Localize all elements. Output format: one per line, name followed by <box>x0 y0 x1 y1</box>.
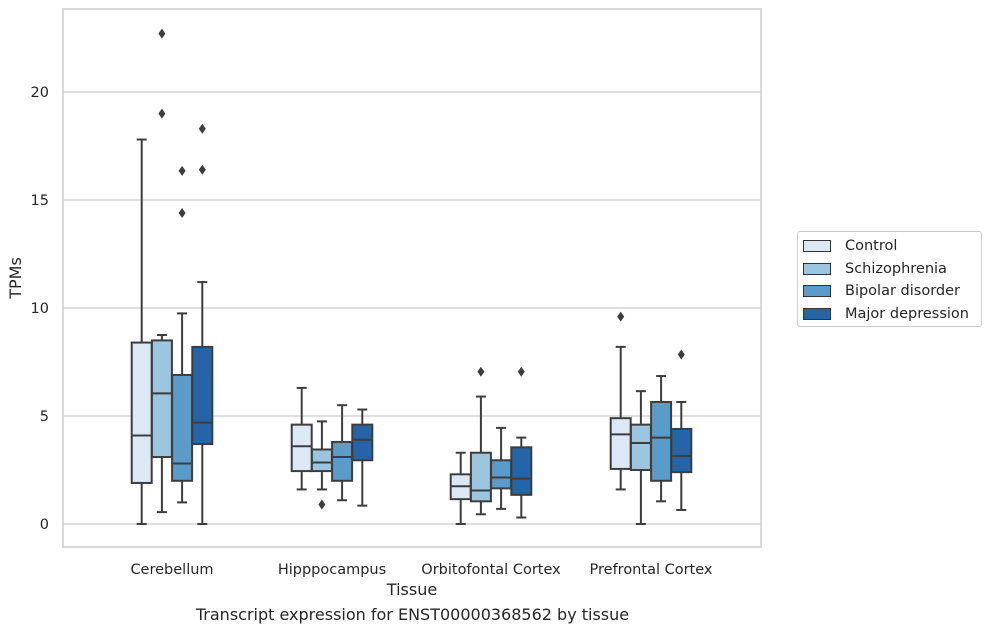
box-groups <box>130 28 693 525</box>
box-iqr <box>490 459 513 490</box>
outlier-point <box>517 366 525 377</box>
legend-label-schizophrenia: Schizophrenia <box>845 260 947 277</box>
x-tick-label: Cerebellum <box>130 562 213 578</box>
legend-swatch-control <box>803 240 831 253</box>
chart-caption: Transcript expression for ENST0000036856… <box>195 605 630 624</box>
y-tick-label: 15 <box>31 193 49 209</box>
x-tick-label: Orbitofontal Cortex <box>421 562 561 578</box>
legend-label-bipolar-disorder: Bipolar disorder <box>845 283 960 300</box>
legend-label-control: Control <box>845 238 898 255</box>
y-tick-label: 10 <box>31 301 49 317</box>
outlier-point <box>198 164 206 175</box>
box-iqr <box>670 427 693 474</box>
box-schizophrenia-0 <box>150 28 173 514</box>
box-iqr <box>351 423 374 462</box>
box-iqr <box>290 423 313 473</box>
box-control-2 <box>449 451 472 525</box>
box-major-depression-3 <box>670 349 693 511</box>
box-control-0 <box>130 138 153 525</box>
box-iqr <box>310 448 333 473</box>
outlier-point <box>318 499 326 510</box>
y-tick-labels: 0 5 10 15 20 <box>31 85 49 533</box>
box-control-3 <box>609 311 632 491</box>
x-axis-label: Tissue <box>386 580 437 599</box>
legend-swatch-major-depression <box>803 307 831 320</box>
box-bipolar-disorder-2 <box>490 426 513 510</box>
box-iqr <box>469 451 492 503</box>
box-major-depression-2 <box>510 366 533 519</box>
outlier-point <box>178 165 186 176</box>
legend-item-bipolar-disorder: Bipolar disorder <box>803 280 981 303</box>
box-iqr <box>331 440 354 482</box>
y-tick-label: 0 <box>40 517 49 533</box>
outlier-point <box>617 311 625 322</box>
x-tick-labels: Cerebellum Hipppocampus Orbitofontal Corte… <box>130 562 712 578</box>
plot-frame <box>62 8 762 548</box>
outlier-point <box>178 207 186 218</box>
legend-item-control: Control <box>803 235 981 258</box>
box-bipolar-disorder-3 <box>650 375 673 503</box>
legend-item-major-depression: Major depression <box>803 303 981 326</box>
legend: Control Schizophrenia Bipolar disorder M… <box>797 231 982 327</box>
box-bipolar-disorder-0 <box>171 165 194 504</box>
box-iqr <box>609 417 632 470</box>
x-tick-label: Hipppocampus <box>278 562 386 578</box>
legend-swatch-bipolar-disorder <box>803 285 831 298</box>
box-iqr <box>150 339 173 459</box>
y-tick-label: 20 <box>31 85 49 101</box>
x-tick-label: Prefrontal Cortex <box>590 562 713 578</box>
box-control-1 <box>290 386 313 491</box>
legend-swatch-schizophrenia <box>803 262 831 275</box>
box-major-depression-0 <box>191 123 214 525</box>
y-tick-label: 5 <box>40 409 49 425</box>
box-iqr <box>191 345 214 446</box>
box-iqr <box>510 446 533 496</box>
outlier-point <box>158 108 166 119</box>
box-schizophrenia-2 <box>469 366 492 516</box>
box-iqr <box>629 423 652 472</box>
outlier-point <box>677 349 685 360</box>
box-schizophrenia-1 <box>310 420 333 510</box>
outlier-point <box>198 123 206 134</box>
legend-label-major-depression: Major depression <box>845 305 969 322</box>
box-bipolar-disorder-1 <box>331 404 354 502</box>
box-iqr <box>130 341 153 484</box>
box-schizophrenia-3 <box>629 390 652 525</box>
legend-item-schizophrenia: Schizophrenia <box>803 258 981 281</box>
box-major-depression-1 <box>351 408 374 507</box>
y-axis-label: TPMs <box>6 257 25 300</box>
box-iqr <box>171 373 194 482</box>
outlier-point <box>158 28 166 39</box>
box-iqr <box>650 400 673 482</box>
outlier-point <box>477 366 485 377</box>
